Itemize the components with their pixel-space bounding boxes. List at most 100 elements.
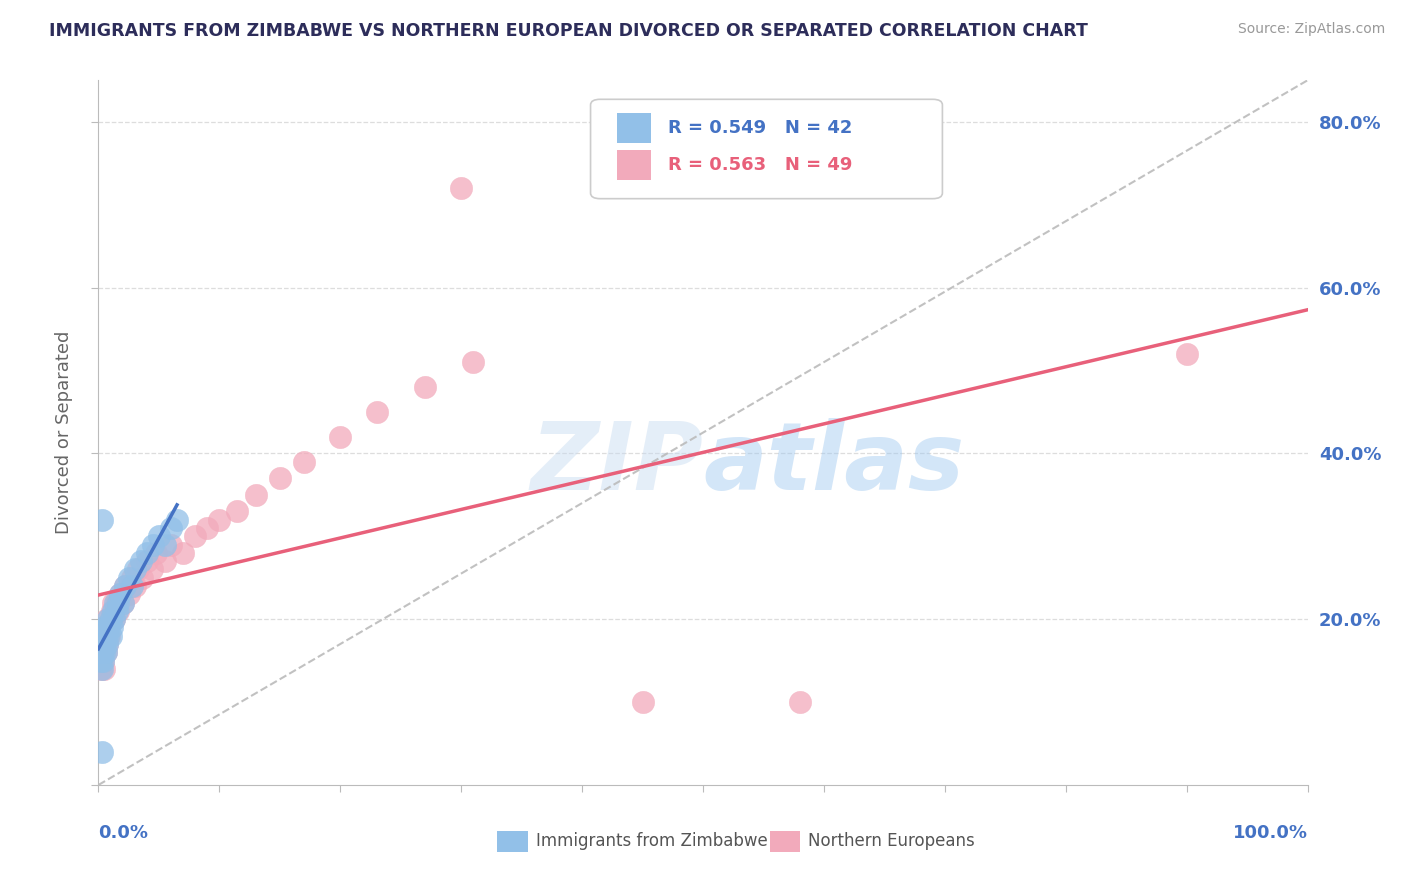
Point: [135, 554, 157, 568]
Point: [96, 637, 118, 651]
Point: [148, 529, 170, 543]
Point: [91, 645, 114, 659]
FancyBboxPatch shape: [498, 830, 527, 852]
Point: [91, 745, 114, 759]
Point: [96, 620, 118, 634]
FancyBboxPatch shape: [617, 150, 651, 179]
Text: atlas: atlas: [703, 418, 965, 510]
Point: [208, 513, 231, 527]
Point: [1175, 347, 1198, 361]
Point: [101, 596, 124, 610]
Point: [631, 695, 654, 709]
Point: [93, 620, 115, 634]
Point: [450, 181, 472, 195]
Text: 0.0%: 0.0%: [98, 823, 149, 842]
Point: [104, 596, 127, 610]
Point: [141, 562, 163, 576]
Point: [131, 571, 153, 585]
Point: [91, 513, 114, 527]
Point: [93, 637, 115, 651]
Point: [245, 488, 267, 502]
Text: R = 0.563   N = 49: R = 0.563 N = 49: [668, 156, 852, 174]
Point: [94, 620, 117, 634]
Point: [135, 546, 157, 560]
FancyBboxPatch shape: [769, 830, 800, 852]
Point: [98, 629, 121, 643]
Point: [463, 355, 485, 369]
Point: [100, 612, 122, 626]
Text: Immigrants from Zimbabwe: Immigrants from Zimbabwe: [536, 832, 768, 850]
Point: [329, 430, 352, 444]
Point: [107, 604, 129, 618]
Point: [160, 537, 183, 551]
Point: [93, 662, 115, 676]
Point: [90, 654, 112, 668]
Point: [142, 537, 165, 551]
Point: [91, 629, 114, 643]
Point: [100, 620, 122, 634]
Point: [195, 521, 218, 535]
Point: [789, 695, 811, 709]
Point: [103, 612, 125, 626]
Point: [269, 471, 291, 485]
Point: [121, 571, 143, 585]
Point: [100, 604, 122, 618]
Point: [93, 645, 115, 659]
Point: [107, 596, 129, 610]
Point: [118, 587, 141, 601]
Point: [91, 645, 114, 659]
Text: Source: ZipAtlas.com: Source: ZipAtlas.com: [1237, 22, 1385, 37]
Point: [184, 529, 207, 543]
Text: Northern Europeans: Northern Europeans: [808, 832, 974, 850]
Point: [100, 612, 122, 626]
Point: [91, 629, 114, 643]
Point: [114, 579, 136, 593]
Point: [98, 620, 121, 634]
Point: [366, 405, 388, 419]
Point: [153, 537, 176, 551]
Point: [166, 513, 188, 527]
Point: [94, 645, 117, 659]
Point: [97, 620, 120, 634]
Point: [93, 629, 115, 643]
Point: [127, 562, 149, 576]
Point: [94, 645, 117, 659]
Point: [91, 654, 114, 668]
Point: [108, 587, 131, 601]
FancyBboxPatch shape: [617, 113, 651, 143]
Point: [124, 562, 146, 576]
Point: [96, 612, 118, 626]
Point: [91, 637, 114, 651]
Point: [111, 596, 134, 610]
Text: 100.0%: 100.0%: [1233, 823, 1308, 842]
Point: [89, 645, 111, 659]
Point: [90, 629, 112, 643]
Point: [160, 521, 183, 535]
Point: [153, 554, 176, 568]
Text: ZIP: ZIP: [530, 418, 703, 510]
Point: [145, 546, 167, 560]
Point: [103, 612, 125, 626]
Point: [91, 662, 114, 676]
Point: [118, 571, 141, 585]
Text: IMMIGRANTS FROM ZIMBABWE VS NORTHERN EUROPEAN DIVORCED OR SEPARATED CORRELATION : IMMIGRANTS FROM ZIMBABWE VS NORTHERN EUR…: [49, 22, 1088, 40]
Point: [101, 604, 124, 618]
Point: [97, 612, 120, 626]
Point: [413, 380, 436, 394]
Point: [226, 504, 249, 518]
Point: [96, 637, 118, 651]
Point: [90, 662, 112, 676]
Point: [121, 579, 143, 593]
Point: [91, 637, 114, 651]
Point: [94, 629, 117, 643]
Point: [90, 637, 112, 651]
Point: [172, 546, 194, 560]
Point: [108, 587, 131, 601]
Point: [89, 654, 111, 668]
Point: [114, 579, 136, 593]
FancyBboxPatch shape: [591, 99, 942, 199]
Y-axis label: Divorced or Separated: Divorced or Separated: [55, 331, 73, 534]
Point: [129, 554, 152, 568]
Point: [97, 629, 120, 643]
Point: [124, 579, 146, 593]
